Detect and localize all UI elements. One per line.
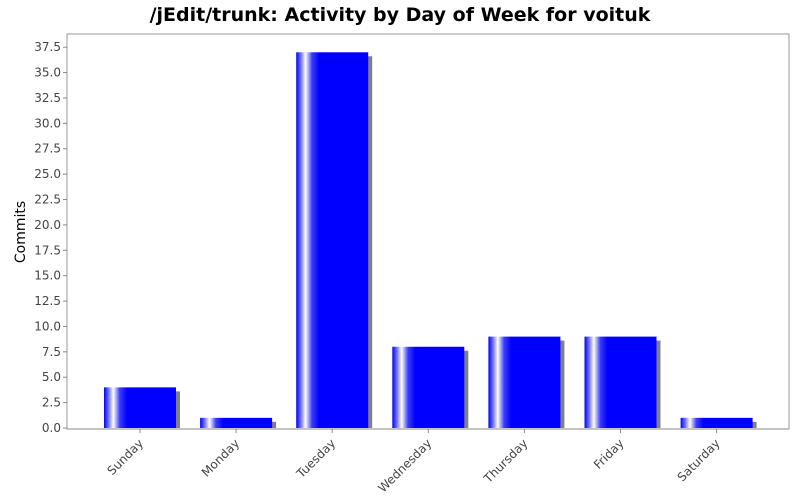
y-tick-label: 22.5 — [34, 193, 61, 207]
y-tick-label: 7.5 — [42, 345, 61, 359]
bar-tuesday — [296, 52, 369, 428]
bars — [104, 52, 757, 428]
x-tick-label: Tuesday — [293, 436, 338, 481]
y-tick-label: 20.0 — [34, 218, 61, 232]
y-tick-label: 2.5 — [42, 396, 61, 410]
bar-friday — [584, 336, 657, 428]
y-tick-label: 30.0 — [34, 116, 61, 130]
y-tick-label: 17.5 — [34, 243, 61, 257]
y-tick-label: 12.5 — [34, 294, 61, 308]
y-tick-label: 5.0 — [42, 370, 61, 384]
x-axis: Sunday Monday Tuesday Wednesday Thursday Frid… — [67, 428, 789, 495]
x-tick-label: Thursday — [480, 436, 530, 486]
bar-wednesday — [392, 346, 465, 428]
y-tick-label: 37.5 — [34, 40, 61, 54]
x-tick-label: Friday — [591, 436, 627, 472]
x-tick-label: Wednesday — [375, 436, 434, 495]
y-tick-label: 10.0 — [34, 319, 61, 333]
bar-monday — [200, 417, 273, 428]
bar-thursday — [488, 336, 561, 428]
x-tick-label: Sunday — [104, 436, 146, 478]
y-tick-label: 27.5 — [34, 142, 61, 156]
x-tick-label: Monday — [199, 436, 242, 479]
y-axis-label: Commits — [13, 201, 29, 263]
y-tick-label: 0.0 — [42, 421, 61, 435]
y-axis: 0.0 2.5 5.0 7.5 10.0 12.5 15.0 17.5 20.0 22.5 25.0… — [34, 40, 67, 435]
y-tick-label: 35.0 — [34, 66, 61, 80]
bar-saturday — [680, 417, 753, 428]
x-tick-label: Saturday — [675, 436, 723, 484]
chart-title: /jEdit/trunk: Activity by Day of Week fo… — [149, 4, 651, 26]
bar-sunday — [104, 387, 176, 428]
y-tick-label: 15.0 — [34, 269, 61, 283]
y-tick-label: 25.0 — [34, 167, 61, 181]
y-tick-label: 32.5 — [34, 91, 61, 105]
